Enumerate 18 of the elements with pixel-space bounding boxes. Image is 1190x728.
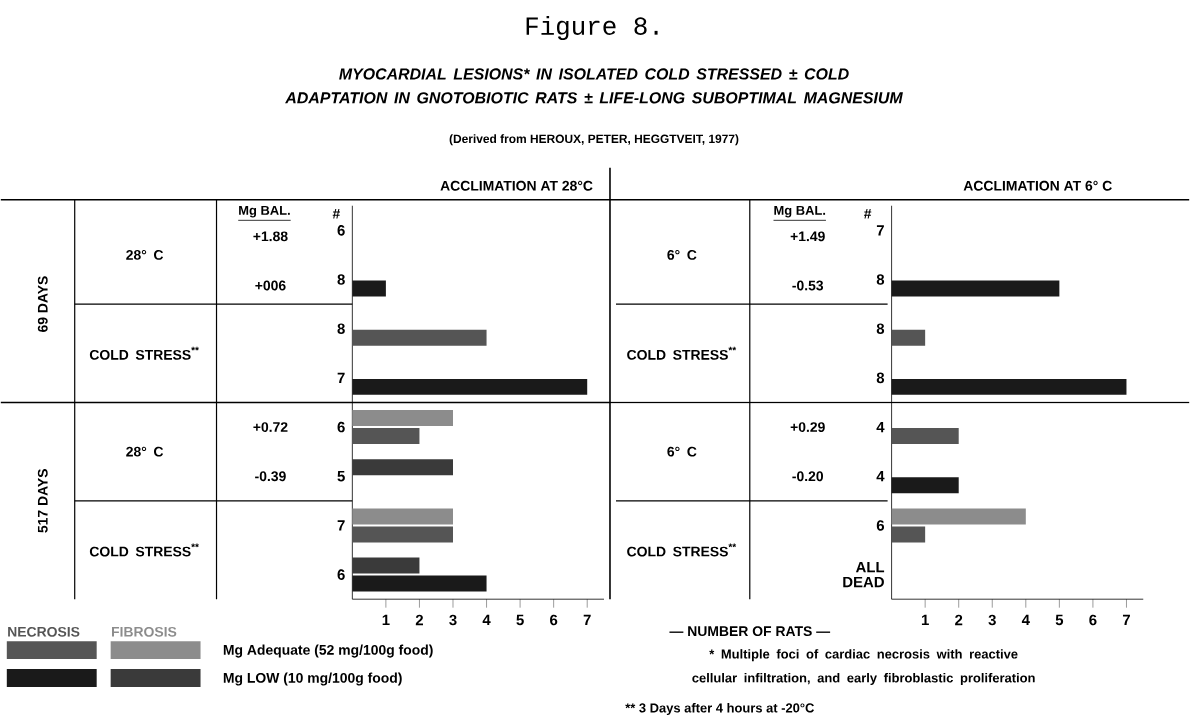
bar — [891, 428, 959, 445]
bar — [891, 330, 926, 347]
bar — [891, 379, 1127, 396]
bar — [891, 526, 926, 543]
bar — [352, 508, 453, 525]
bar — [891, 281, 1060, 297]
bar — [891, 508, 1026, 525]
bar — [352, 428, 420, 445]
bar — [891, 477, 959, 494]
bar — [352, 459, 453, 476]
bar — [352, 558, 420, 575]
bar — [352, 526, 453, 543]
bar — [352, 379, 588, 396]
chart-title: Figure 8. — [526, 16, 658, 41]
bar — [352, 576, 487, 593]
bar — [352, 410, 453, 427]
bar — [352, 330, 487, 347]
bar — [352, 281, 386, 297]
